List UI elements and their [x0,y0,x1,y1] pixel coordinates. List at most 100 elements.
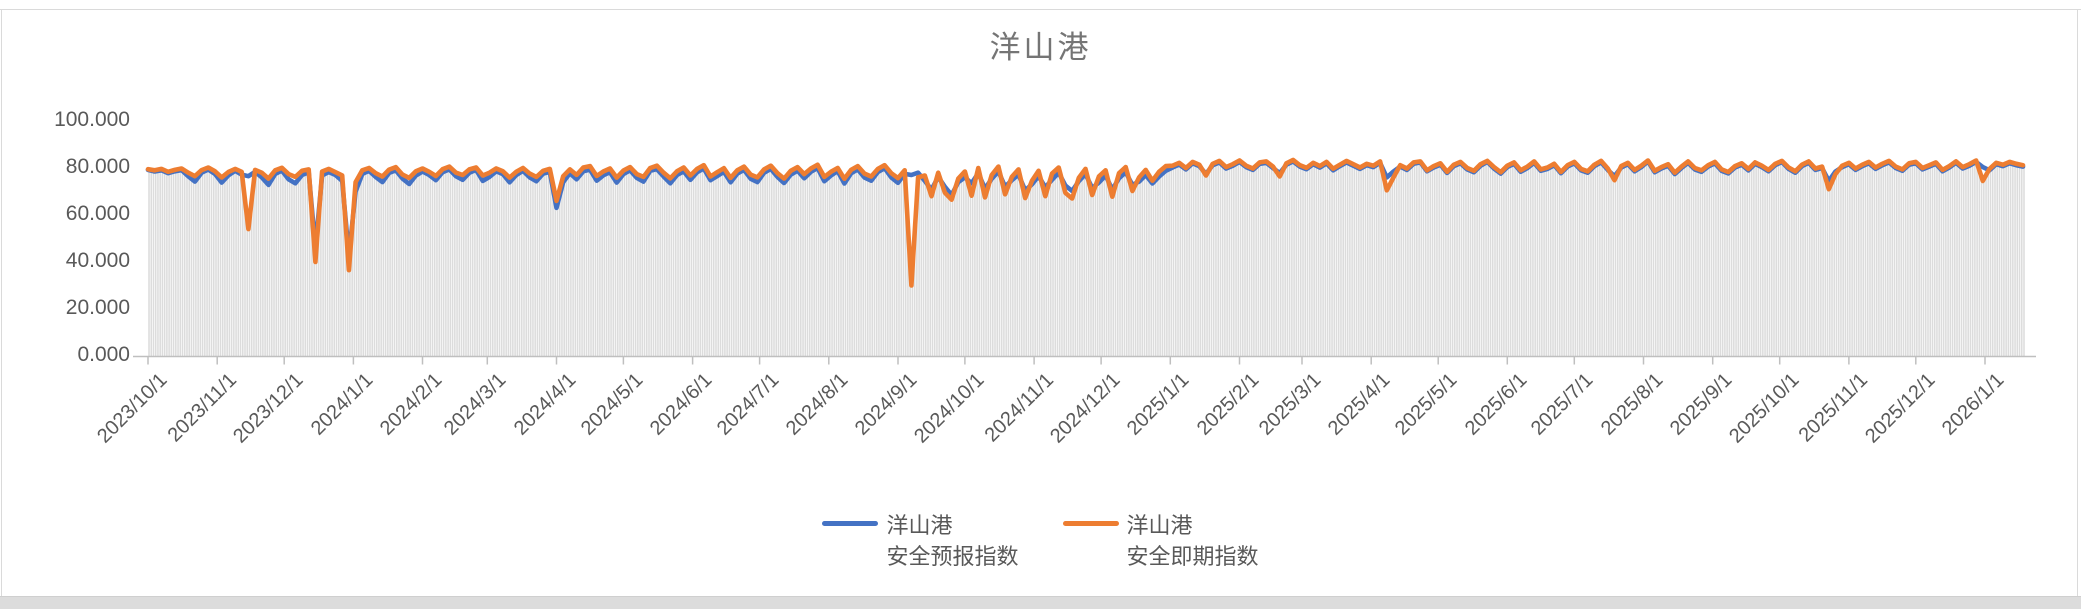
daily-bar [1601,162,1603,356]
daily-bar [599,178,601,356]
daily-bar [779,178,782,356]
daily-bar [1529,166,1532,356]
daily-bar [753,179,755,356]
daily-bar [1099,182,1101,356]
daily-bar [1862,166,1865,356]
daily-bar [494,173,496,356]
daily-bar [1766,169,1769,356]
daily-bar [1719,168,1722,356]
daily-bar [1317,166,1320,356]
daily-bar [1534,162,1536,356]
daily-bar [1652,168,1655,356]
daily-bar [293,181,295,356]
daily-bar [2012,163,2014,356]
daily-bar [1425,168,1427,356]
daily-bar [677,175,679,356]
daily-bar [1378,164,1380,356]
daily-bar [1985,177,1987,356]
daily-bar [210,171,213,356]
daily-bar [235,170,237,356]
daily-bar [1951,165,1954,356]
daily-bar [1304,168,1307,356]
daily-bar [1929,166,1932,356]
daily-bar [375,176,378,356]
daily-bar [217,176,219,356]
daily-bar [962,178,965,356]
daily-bar [244,192,246,356]
daily-bar [1512,164,1514,356]
daily-bar [204,171,206,356]
daily-bar [695,174,697,356]
daily-bar [1083,176,1086,356]
daily-bar [1808,162,1811,356]
daily-bar [286,176,289,356]
daily-bar [259,175,262,356]
daily-bar [1931,165,1934,356]
daily-bar [1532,164,1534,356]
daily-bar [1130,184,1132,356]
daily-bar [337,177,340,356]
daily-bar [364,172,367,356]
daily-bar [561,190,563,356]
daily-bar [538,178,541,356]
daily-bar [690,179,693,356]
daily-bar [1400,166,1403,356]
daily-bar [623,174,626,356]
daily-bar [335,175,338,356]
daily-bar [1938,166,1940,356]
daily-bar [1264,163,1266,356]
daily-bar [949,197,952,356]
daily-bar [503,174,505,356]
daily-bar [393,171,396,356]
daily-bar [632,172,635,356]
daily-bar [1806,163,1809,356]
daily-bar [1637,169,1639,356]
daily-bar [1465,167,1467,356]
daily-bar [1012,180,1014,356]
daily-bar [1545,169,1548,356]
daily-bar [784,183,786,356]
daily-bar [181,170,184,356]
daily-bar [1688,162,1690,356]
daily-bar [1523,170,1525,356]
daily-bar [969,189,972,356]
daily-bar [1710,165,1713,356]
daily-bar [1436,166,1438,356]
daily-bar [1360,168,1362,356]
daily-bar [436,180,438,356]
legend-forecast-line2: 安全预报指数 [886,544,1019,569]
daily-bar [931,196,934,356]
daily-bar [262,177,264,356]
daily-bar [1043,189,1045,356]
daily-bar [545,173,548,356]
daily-bar [1895,168,1898,356]
daily-bar [1509,165,1512,356]
daily-bar [1337,167,1340,356]
daily-bar [759,178,762,356]
daily-bar [362,173,365,357]
daily-bar [1666,166,1668,356]
daily-bar [717,175,719,356]
daily-bar [581,173,583,356]
daily-bar [650,170,653,356]
daily-bar [1208,172,1211,356]
daily-bar [800,173,802,356]
daily-bar [1034,181,1036,356]
daily-bar [1837,171,1840,356]
daily-bar [1273,168,1275,356]
daily-bar [1670,168,1673,356]
daily-bar [1697,170,1699,356]
daily-bar [1047,190,1050,356]
daily-bar [940,182,943,356]
daily-bar [846,180,849,356]
daily-bar [391,172,394,356]
daily-bar [663,176,666,356]
daily-bar [304,174,307,356]
daily-bar [585,170,588,356]
daily-bar [900,179,903,356]
daily-bar [849,176,851,356]
daily-bar [1775,165,1777,356]
daily-bar [163,171,166,356]
daily-bar [1389,186,1391,356]
daily-bar [1114,190,1117,356]
